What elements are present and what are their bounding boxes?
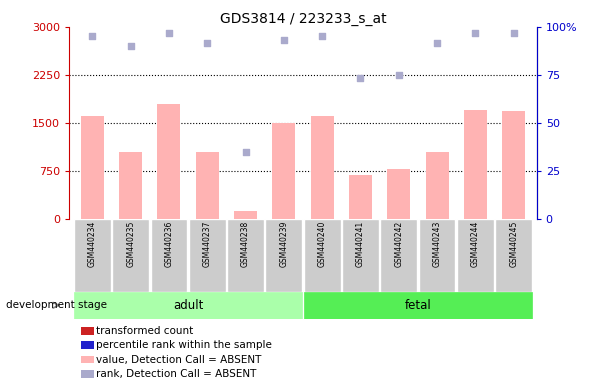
Text: fetal: fetal xyxy=(405,299,431,312)
Title: GDS3814 / 223233_s_at: GDS3814 / 223233_s_at xyxy=(219,12,387,26)
Point xyxy=(317,33,327,40)
Text: transformed count: transformed count xyxy=(96,326,194,336)
Bar xyxy=(502,111,525,219)
Point xyxy=(87,33,97,40)
Text: GSM440239: GSM440239 xyxy=(279,221,288,267)
Bar xyxy=(74,219,111,292)
Bar xyxy=(342,219,379,292)
Bar xyxy=(196,152,219,219)
Bar xyxy=(112,219,149,292)
Bar xyxy=(151,219,188,292)
Text: GSM440234: GSM440234 xyxy=(88,221,97,267)
Bar xyxy=(81,370,94,378)
Text: GSM440240: GSM440240 xyxy=(318,221,327,267)
Point xyxy=(394,72,403,78)
Point xyxy=(470,30,480,36)
Text: GSM440243: GSM440243 xyxy=(432,221,441,267)
Bar xyxy=(349,175,372,219)
Point xyxy=(126,43,136,49)
Text: GSM440236: GSM440236 xyxy=(165,221,174,267)
Point xyxy=(509,30,519,36)
Text: percentile rank within the sample: percentile rank within the sample xyxy=(96,341,273,351)
Bar xyxy=(189,219,226,292)
Bar xyxy=(81,327,94,335)
Text: GSM440237: GSM440237 xyxy=(203,221,212,267)
Bar xyxy=(457,219,494,292)
Bar xyxy=(304,219,341,292)
Text: adult: adult xyxy=(173,299,203,312)
Point xyxy=(356,75,365,81)
Bar xyxy=(418,219,455,292)
Bar xyxy=(380,219,417,292)
Point xyxy=(164,30,174,36)
Text: development stage: development stage xyxy=(6,300,107,310)
Bar xyxy=(426,152,449,219)
Point xyxy=(432,40,442,46)
Text: GSM440244: GSM440244 xyxy=(471,221,480,267)
Bar xyxy=(311,116,333,219)
Text: rank, Detection Call = ABSENT: rank, Detection Call = ABSENT xyxy=(96,369,257,379)
Bar xyxy=(74,292,302,319)
Bar xyxy=(81,116,104,219)
Bar xyxy=(81,341,94,349)
Text: value, Detection Call = ABSENT: value, Detection Call = ABSENT xyxy=(96,355,262,365)
Point xyxy=(203,40,212,46)
Point xyxy=(241,149,250,155)
Bar xyxy=(157,104,180,219)
Text: GSM440238: GSM440238 xyxy=(241,221,250,267)
Text: GSM440245: GSM440245 xyxy=(509,221,518,267)
Bar xyxy=(387,169,410,219)
Point xyxy=(279,36,289,43)
Bar xyxy=(464,110,487,219)
Bar xyxy=(495,219,532,292)
Text: GSM440242: GSM440242 xyxy=(394,221,403,267)
Text: GSM440235: GSM440235 xyxy=(126,221,135,267)
Bar xyxy=(234,211,257,219)
Bar xyxy=(273,123,295,219)
Bar xyxy=(227,219,264,292)
Text: GSM440241: GSM440241 xyxy=(356,221,365,267)
Bar xyxy=(265,219,302,292)
Bar xyxy=(81,356,94,363)
Bar xyxy=(304,292,532,319)
Bar xyxy=(119,152,142,219)
